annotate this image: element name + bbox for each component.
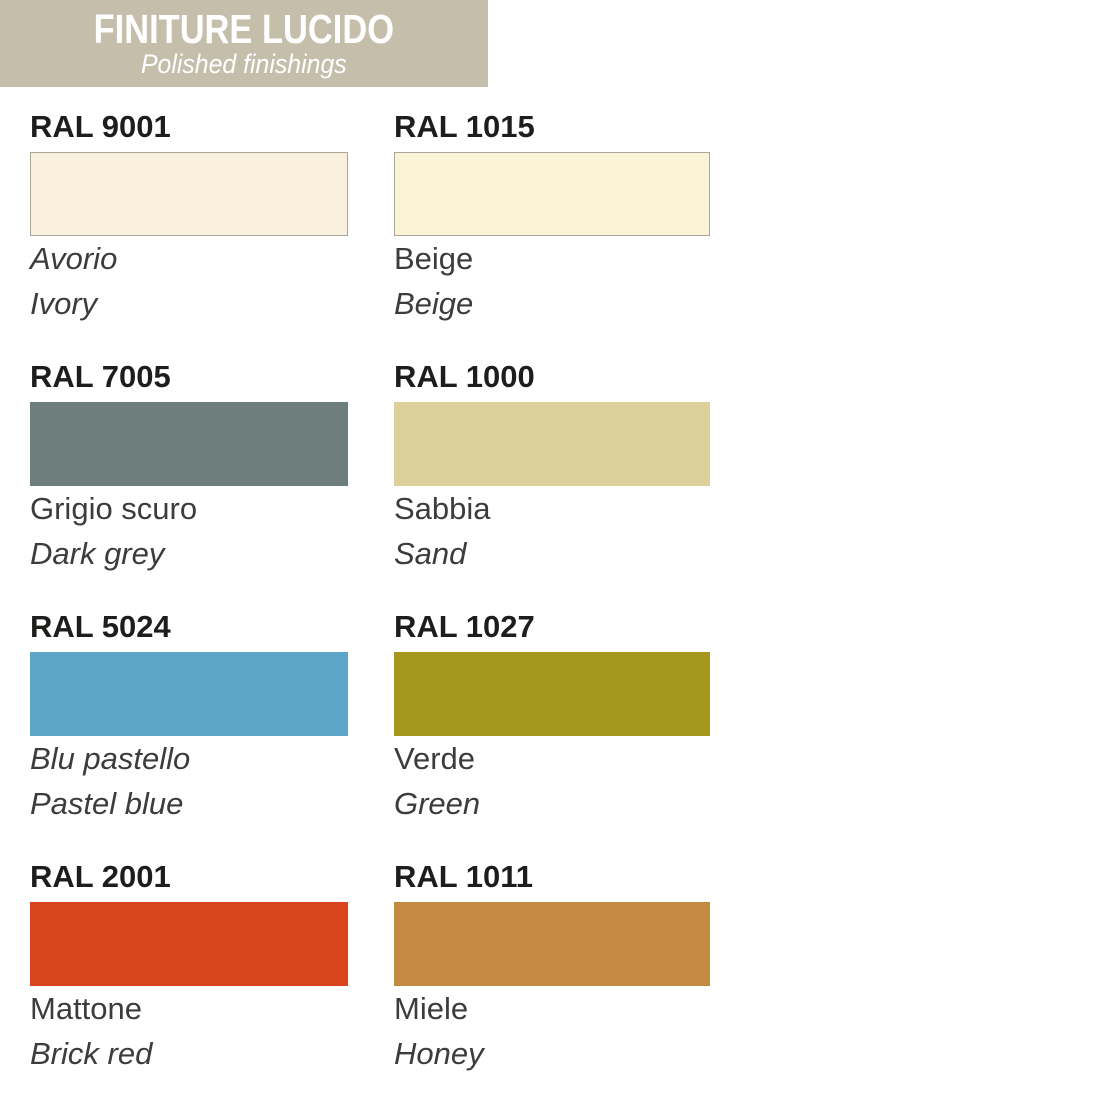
color-name-italian: Miele [394, 991, 469, 1026]
ral-code: RAL 9001 [30, 109, 171, 144]
swatch-card-ral-1027: RAL 1027 Verde Green [394, 606, 710, 856]
color-name-english: Pastel blue [30, 786, 184, 821]
color-name-italian: Avorio [30, 241, 118, 276]
swatch-card-ral-5024: RAL 5024 Blu pastello Pastel blue [30, 606, 348, 856]
color-swatch-grid: RAL 9001 Avorio Ivory RAL 1015 Beige Bei… [30, 106, 710, 1106]
section-title: FINITURE LUCIDO [93, 5, 395, 52]
ral-code: RAL 1000 [394, 359, 535, 394]
color-name-english: Beige [394, 286, 474, 321]
swatch-card-ral-9001: RAL 9001 Avorio Ivory [30, 106, 348, 356]
ral-code: RAL 1015 [394, 109, 535, 144]
color-name-english: Green [394, 786, 481, 821]
ral-code: RAL 7005 [30, 359, 171, 394]
swatch-card-ral-1015: RAL 1015 Beige Beige [394, 106, 710, 356]
color-swatch [30, 152, 348, 236]
color-name-english: Dark grey [30, 536, 165, 571]
color-name-english: Ivory [30, 286, 98, 321]
color-swatch [30, 402, 348, 486]
color-swatch [394, 152, 710, 236]
ral-code: RAL 1027 [394, 609, 535, 644]
swatch-card-ral-1011: RAL 1011 Miele Honey [394, 856, 710, 1106]
swatch-card-ral-2001: RAL 2001 Mattone Brick red [30, 856, 348, 1106]
color-swatch [394, 902, 710, 986]
color-name-english: Sand [394, 536, 467, 571]
color-name-italian: Grigio scuro [30, 491, 198, 526]
color-name-italian: Verde [394, 741, 476, 776]
section-subtitle: Polished finishings [141, 48, 347, 79]
color-name-english: Honey [394, 1036, 484, 1071]
color-swatch [394, 652, 710, 736]
swatch-card-ral-7005: RAL 7005 Grigio scuro Dark grey [30, 356, 348, 606]
color-name-english: Brick red [30, 1036, 153, 1071]
section-header-banner: FINITURE LUCIDO Polished finishings [0, 0, 488, 87]
color-name-italian: Blu pastello [30, 741, 191, 776]
color-name-italian: Sabbia [394, 491, 491, 526]
ral-code: RAL 5024 [30, 609, 171, 644]
color-swatch [30, 902, 348, 986]
color-name-italian: Mattone [30, 991, 143, 1026]
color-name-italian: Beige [394, 241, 474, 276]
color-swatch [394, 402, 710, 486]
swatch-card-ral-1000: RAL 1000 Sabbia Sand [394, 356, 710, 606]
ral-code: RAL 1011 [394, 859, 534, 894]
color-swatch [30, 652, 348, 736]
ral-code: RAL 2001 [30, 859, 171, 894]
